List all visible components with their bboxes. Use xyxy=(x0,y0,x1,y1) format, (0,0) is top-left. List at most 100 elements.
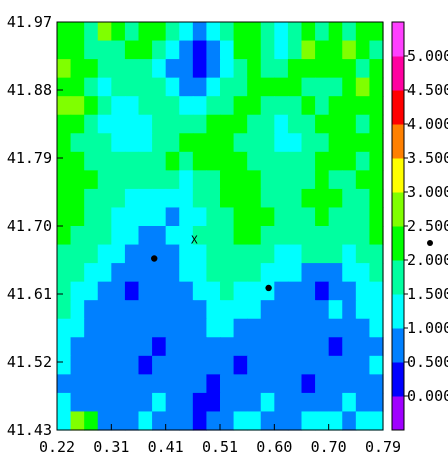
heatmap-cell xyxy=(70,411,85,431)
heatmap-cell xyxy=(206,226,221,246)
heatmap-cell xyxy=(57,114,72,134)
colorbar-band xyxy=(392,396,404,431)
heatmap-cell xyxy=(287,355,303,375)
y-tick-label: 41.97 xyxy=(7,13,52,31)
heatmap-cell xyxy=(124,114,140,134)
heatmap-cell xyxy=(124,355,140,375)
heatmap-cell xyxy=(97,133,112,153)
heatmap-cell xyxy=(206,133,221,153)
heatmap-cell xyxy=(328,318,343,338)
heatmap-cell xyxy=(315,337,330,357)
heatmap-cell xyxy=(57,133,72,153)
heatmap-cell xyxy=(301,207,316,227)
heatmap-cell xyxy=(124,374,140,394)
heatmap-cell xyxy=(192,22,208,42)
heatmap-cell xyxy=(111,411,126,431)
heatmap-cell xyxy=(355,77,371,97)
heatmap-cell xyxy=(152,355,167,375)
heatmap-cell xyxy=(287,337,303,357)
heatmap-cell xyxy=(138,226,153,246)
heatmap-cell xyxy=(274,114,289,134)
heatmap-cell xyxy=(233,22,248,42)
heatmap-cell xyxy=(260,244,275,264)
heatmap-cell xyxy=(274,96,289,116)
heatmap-cell xyxy=(247,22,262,42)
heatmap-cell xyxy=(328,170,343,190)
heatmap-cell xyxy=(369,133,384,153)
heatmap-cell xyxy=(328,96,343,116)
heatmap-cell xyxy=(355,114,371,134)
heatmap-cell xyxy=(301,300,316,320)
heatmap-cell xyxy=(165,133,180,153)
heatmap-cell xyxy=(124,337,140,357)
heatmap-cell xyxy=(315,170,330,190)
heatmap-cell xyxy=(260,226,275,246)
heatmap-cell xyxy=(328,40,343,60)
heatmap-cell xyxy=(247,300,262,320)
heatmap-cell xyxy=(287,133,303,153)
heatmap-cell xyxy=(179,355,194,375)
heatmap-cell xyxy=(97,188,112,209)
heatmap-cell xyxy=(301,411,316,431)
y-tick-label: 41.43 xyxy=(7,421,52,439)
heatmap-cell xyxy=(57,170,72,190)
heatmap-cell xyxy=(220,114,235,134)
heatmap-cell xyxy=(97,244,112,264)
heatmap-cell xyxy=(192,188,208,209)
heatmap-cell xyxy=(342,188,357,209)
heatmap-cell xyxy=(206,411,221,431)
heatmap-cell xyxy=(274,188,289,209)
heatmap-cell xyxy=(274,170,289,190)
heatmap-cell xyxy=(220,188,235,209)
heatmap-cell xyxy=(152,151,167,171)
heatmap-cell xyxy=(206,151,221,171)
heatmap-cell xyxy=(165,151,180,171)
heatmap-cell xyxy=(124,40,140,60)
heatmap-cell xyxy=(328,244,343,264)
heatmap-cell xyxy=(342,59,357,79)
heatmap-cell xyxy=(247,77,262,97)
heatmap-cell xyxy=(260,77,275,97)
heatmap-cell xyxy=(152,40,167,60)
heatmap-cell xyxy=(97,96,112,116)
heatmap-cell xyxy=(84,170,99,190)
heatmap-cell xyxy=(179,337,194,357)
heatmap-cell xyxy=(57,22,72,42)
heatmap-cell xyxy=(124,96,140,116)
heatmap-cell xyxy=(84,133,99,153)
heatmap-cell xyxy=(192,318,208,338)
heatmap-cell xyxy=(152,263,167,283)
heatmap-cell xyxy=(97,355,112,375)
heatmap-cell xyxy=(138,188,153,209)
heatmap-cell xyxy=(274,337,289,357)
heatmap-cell xyxy=(287,244,303,264)
heatmap-cell xyxy=(97,392,112,413)
heatmap-cell xyxy=(287,263,303,283)
heatmap-cell xyxy=(369,226,384,246)
heatmap-cell xyxy=(152,207,167,227)
heatmap-cell xyxy=(355,392,371,413)
heatmap-cell xyxy=(369,244,384,264)
heatmap-cell xyxy=(247,263,262,283)
heatmap-cell xyxy=(220,207,235,227)
heatmap-cell xyxy=(70,300,85,320)
heatmap-cell xyxy=(369,59,384,79)
heatmap-cell xyxy=(57,188,72,209)
heatmap-cell xyxy=(315,263,330,283)
heatmap-cell xyxy=(111,188,126,209)
heatmap-cell xyxy=(233,96,248,116)
heatmap-cell xyxy=(260,374,275,394)
heatmap-cell xyxy=(233,318,248,338)
heatmap-cell xyxy=(315,318,330,338)
heatmap-cell xyxy=(328,59,343,79)
y-tick-label: 41.79 xyxy=(7,149,52,167)
heatmap-cell xyxy=(342,411,357,431)
heatmap-cell xyxy=(328,337,343,357)
heatmap-cell xyxy=(138,133,153,153)
heatmap-cell xyxy=(111,133,126,153)
heatmap-cell xyxy=(206,318,221,338)
heatmap-cell xyxy=(260,96,275,116)
heatmap-cell xyxy=(179,244,194,264)
heatmap-cell xyxy=(152,411,167,431)
colorbar-band xyxy=(392,124,404,159)
